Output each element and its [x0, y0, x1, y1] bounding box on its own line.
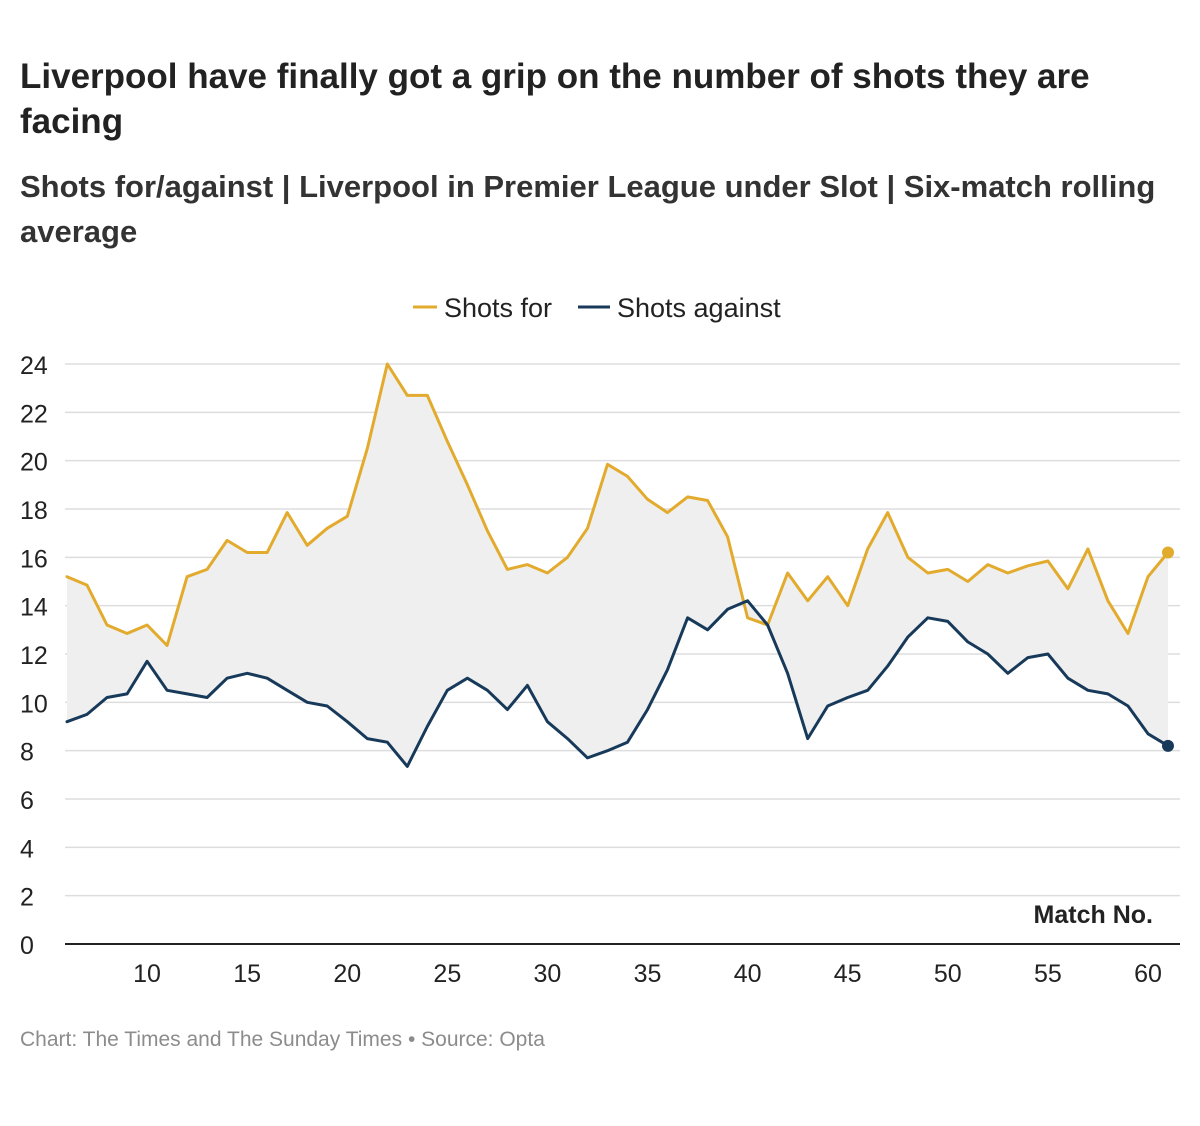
- end-marker-shots-for: [1161, 546, 1174, 559]
- y-tick-label-16: 16: [20, 545, 48, 573]
- y-tick-label-12: 12: [20, 642, 48, 670]
- legend: Shots for Shots against: [413, 293, 781, 323]
- y-tick-label-20: 20: [20, 449, 48, 477]
- x-tick-label-60: 60: [1134, 960, 1162, 988]
- y-tick-label-22: 22: [20, 400, 48, 428]
- end-marker-shots-against: [1161, 739, 1174, 752]
- y-tick-label-2: 2: [20, 884, 34, 912]
- y-tick-label-10: 10: [20, 690, 48, 718]
- footer-separator: •: [407, 1028, 416, 1051]
- x-tick-label-30: 30: [534, 960, 562, 988]
- y-tick-label-0: 0: [20, 932, 34, 960]
- y-tick-label-6: 6: [20, 787, 34, 815]
- legend-label-shots-against: Shots against: [617, 293, 781, 323]
- chart-title: Liverpool have finally got a grip on the…: [20, 57, 1090, 141]
- y-tick-label-24: 24: [20, 352, 48, 380]
- x-tick-label-45: 45: [834, 960, 862, 988]
- x-tick-label-15: 15: [233, 960, 261, 988]
- series-line-shots-for: [65, 362, 1170, 647]
- y-tick-label-4: 4: [20, 835, 34, 863]
- x-tick-label-35: 35: [634, 960, 662, 988]
- data-source: Source: Opta: [421, 1028, 545, 1051]
- x-axis-ticks: 10 15 20 25 30 35 40 45 50 55 60: [133, 960, 1162, 988]
- gridlines: [65, 363, 1180, 897]
- gap-shaded-area: [67, 364, 1168, 767]
- y-tick-label-14: 14: [20, 594, 48, 622]
- series-line-shots-against: [65, 599, 1170, 768]
- legend-label-shots-for: Shots for: [444, 293, 552, 323]
- x-tick-label-10: 10: [133, 960, 161, 988]
- x-tick-label-25: 25: [433, 960, 461, 988]
- y-tick-label-8: 8: [20, 739, 34, 767]
- x-tick-label-40: 40: [734, 960, 762, 988]
- footer-credit: Chart: The Times and The Sunday Times • …: [20, 1028, 545, 1052]
- x-tick-label-20: 20: [333, 960, 361, 988]
- x-axis-title: Match No.: [1034, 901, 1153, 929]
- chart-credit: Chart: The Times and The Sunday Times: [20, 1028, 403, 1051]
- x-tick-label-50: 50: [934, 960, 962, 988]
- chart-subtitle: Shots for/against | Liverpool in Premier…: [20, 169, 1156, 249]
- x-tick-label-55: 55: [1034, 960, 1062, 988]
- y-tick-label-18: 18: [20, 497, 48, 525]
- line-chart: Shots for Shots against 0246810121416182…: [20, 293, 1180, 988]
